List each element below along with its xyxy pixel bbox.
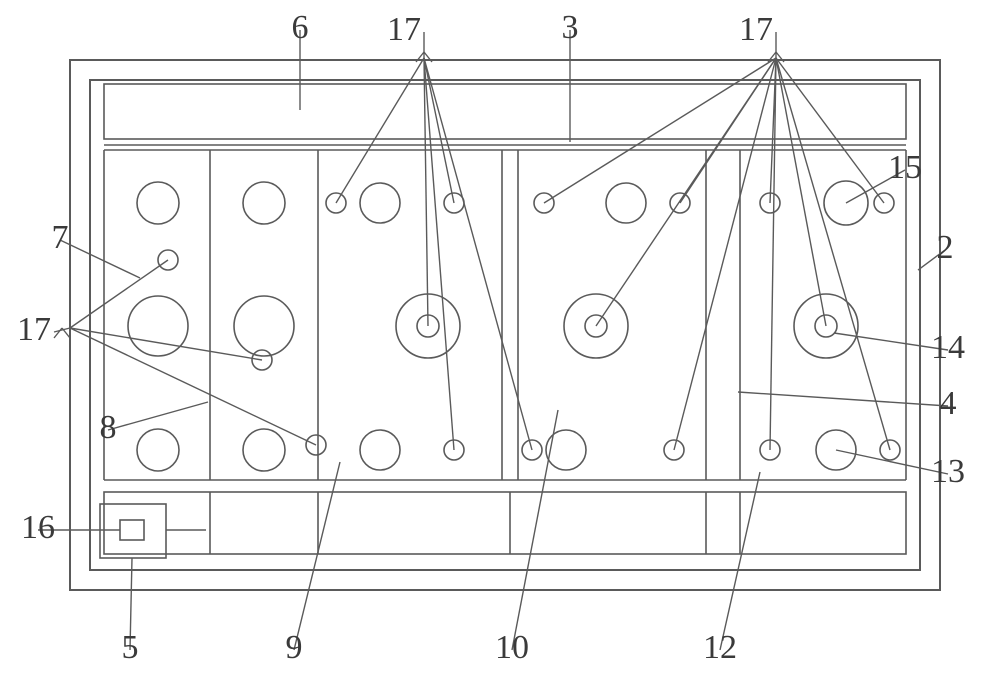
svg-text:13: 13 (931, 453, 965, 490)
svg-text:15: 15 (888, 149, 922, 186)
svg-text:17: 17 (17, 311, 51, 348)
svg-text:12: 12 (703, 629, 737, 666)
svg-text:3: 3 (562, 9, 579, 46)
svg-text:5: 5 (122, 629, 139, 666)
svg-text:10: 10 (495, 629, 529, 666)
svg-text:2: 2 (937, 229, 954, 266)
svg-text:6: 6 (292, 9, 309, 46)
svg-text:17: 17 (387, 11, 421, 48)
svg-text:14: 14 (931, 329, 965, 366)
svg-text:7: 7 (52, 219, 69, 256)
diagram-canvas: 6 3 15 2 14 4 13 12 10 9 5 16 8 7 17 17 17 (0, 0, 1000, 689)
svg-text:17: 17 (739, 11, 773, 48)
svg-text:8: 8 (100, 409, 117, 446)
svg-text:16: 16 (21, 509, 55, 546)
svg-text:9: 9 (286, 629, 303, 666)
svg-text:4: 4 (940, 385, 957, 422)
